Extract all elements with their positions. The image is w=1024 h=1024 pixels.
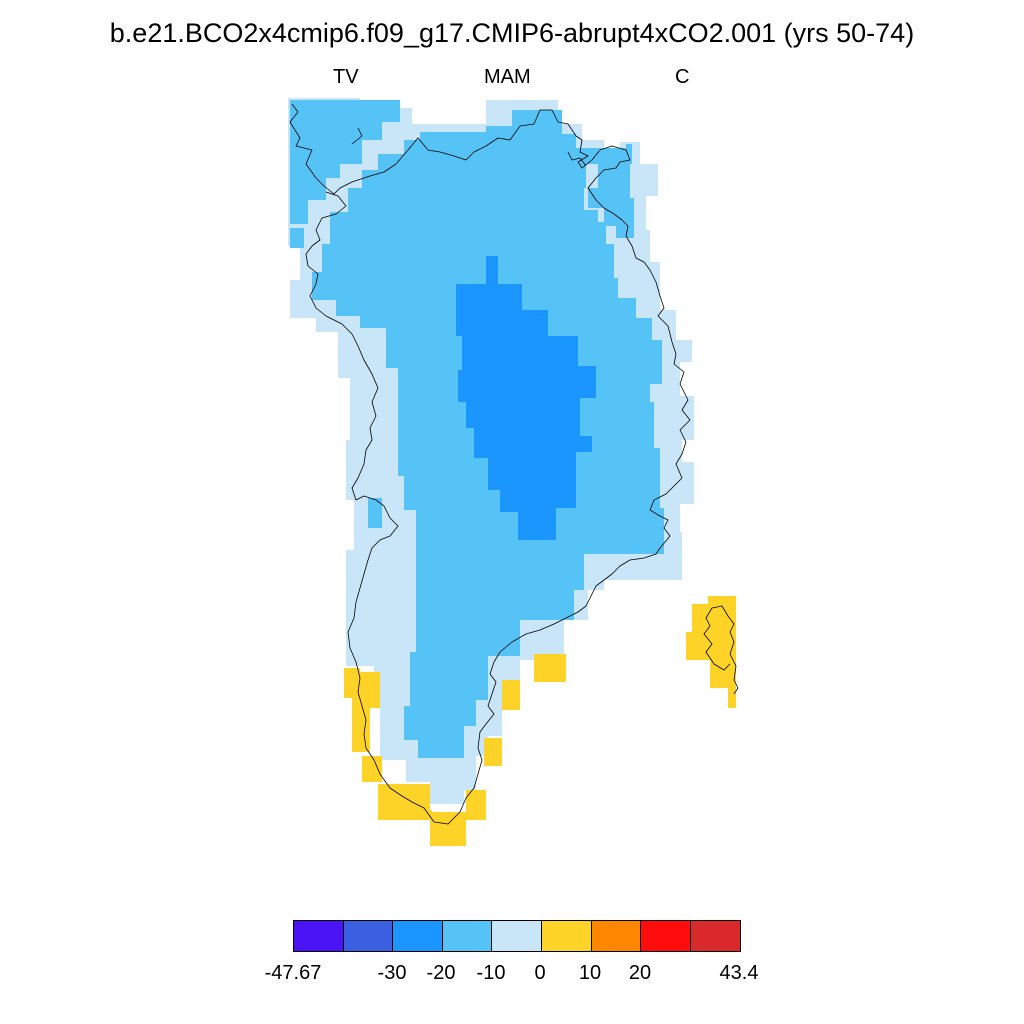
colorbar-tick-label: -47.67 bbox=[264, 962, 322, 984]
region-yellow-east bbox=[686, 596, 736, 708]
colorbar-tick-label: 10 bbox=[578, 962, 602, 984]
colorbar-tick-label: 20 bbox=[628, 962, 652, 984]
region-dark-blue bbox=[456, 256, 596, 540]
colorbar-box-3 bbox=[393, 921, 443, 951]
colorbar-box-2 bbox=[343, 921, 394, 951]
season-label: MAM bbox=[484, 66, 531, 88]
colorbar-tick-label: 0 bbox=[534, 962, 546, 984]
colorbar-box-9 bbox=[690, 921, 741, 951]
colorbar-tick-label: 43.4 bbox=[719, 962, 759, 984]
map-title: b.e21.BCO2x4cmip6.f09_g17.CMIP6-abrupt4x… bbox=[109, 18, 915, 48]
colorbar-tick-label: -30 bbox=[377, 962, 407, 984]
coastline-east-island bbox=[703, 605, 739, 695]
colorbar-box-1 bbox=[294, 921, 344, 951]
colorbar-tick-label: -10 bbox=[476, 962, 506, 984]
coastline-north-inlets bbox=[351, 127, 587, 167]
colorbar-box-7 bbox=[591, 921, 642, 951]
variable-label: TV bbox=[333, 66, 359, 88]
colorbar-box-4 bbox=[442, 921, 493, 951]
colorbar-box-8 bbox=[641, 921, 691, 951]
colorbar-tick-label: -20 bbox=[426, 962, 456, 984]
region-yellow-southwest bbox=[344, 654, 566, 846]
colorbar bbox=[293, 920, 742, 952]
coastline-main bbox=[289, 103, 691, 825]
colorbar-box-6 bbox=[541, 921, 592, 951]
colorbar-box-5 bbox=[492, 921, 542, 951]
units-label: C bbox=[675, 66, 690, 88]
